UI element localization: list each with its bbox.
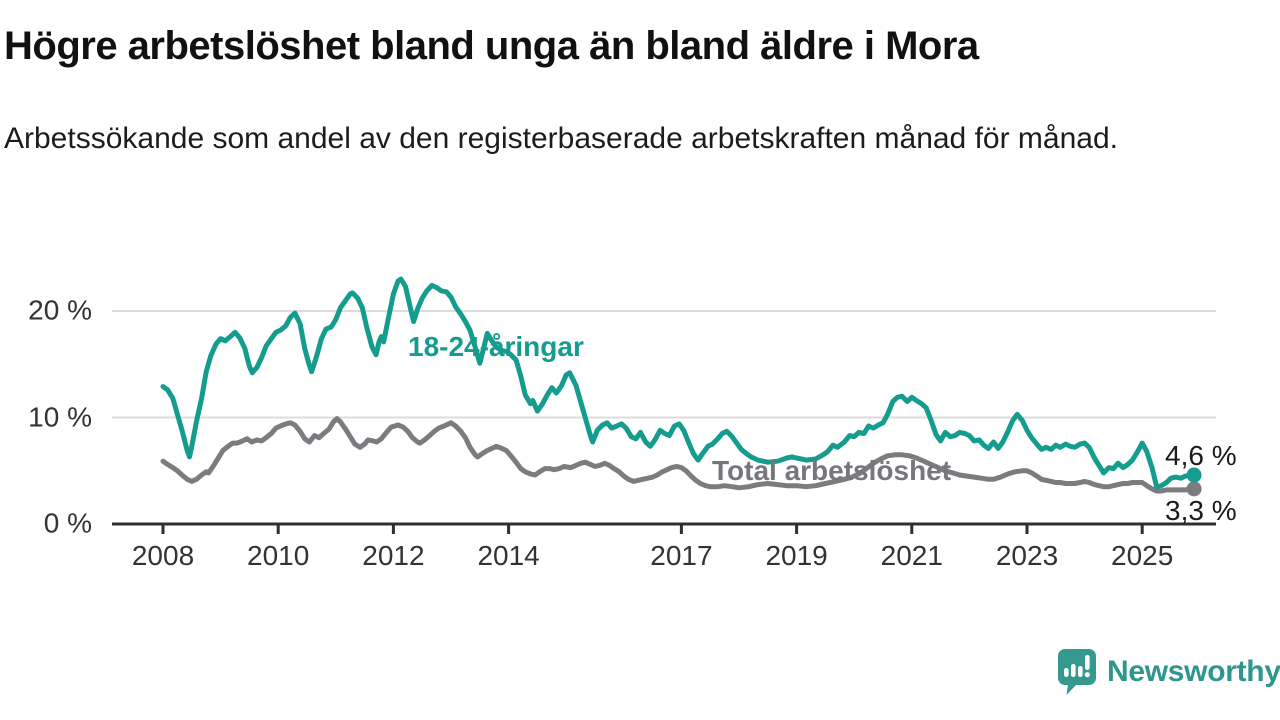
page-subtitle: Arbetssökande som andel av den registerb… — [4, 122, 1118, 155]
x-tick-label-2012: 2012 — [362, 540, 425, 571]
series-label-total: Total arbetslöshet — [712, 455, 952, 486]
y-tick-label-10: 10 % — [28, 400, 92, 432]
newsworthy-logo: Newsworthy — [1056, 648, 1280, 696]
x-tick-label-2021: 2021 — [880, 540, 943, 571]
end-value-label-youth: 4,6 % — [1165, 440, 1237, 471]
end-dot-total — [1186, 481, 1202, 497]
x-tick-label-2008: 2008 — [131, 540, 195, 571]
x-tick-label-2025: 2025 — [1111, 540, 1174, 571]
x-tick-label-2014: 2014 — [477, 540, 540, 571]
page-title: Högre arbetslöshet bland unga än bland ä… — [4, 24, 979, 68]
x-tick-label-2017: 2017 — [650, 540, 713, 571]
y-tick-label-0: 0 % — [43, 507, 92, 539]
y-tick-label-20: 20 % — [28, 294, 92, 326]
x-tick-label-2023: 2023 — [995, 540, 1059, 571]
newsworthy-bubble-chart-icon — [1056, 648, 1097, 696]
series-line-youth — [160, 276, 1197, 490]
series-line-total — [160, 416, 1197, 494]
end-dot-youth — [1186, 467, 1202, 483]
end-value-label-total: 3,3 % — [1165, 495, 1237, 526]
newsworthy-logo-text: Newsworthy — [1107, 655, 1280, 688]
series-label-youth: 18-24-åringar — [408, 331, 584, 362]
x-tick-label-2010: 2010 — [247, 540, 310, 571]
x-tick-label-2019: 2019 — [765, 540, 828, 571]
